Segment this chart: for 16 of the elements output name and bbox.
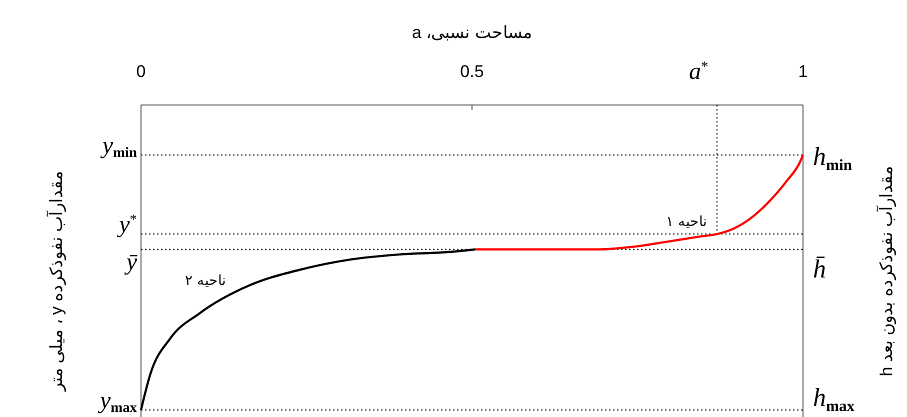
ref-line-label: y$^{*}$ [117,212,137,238]
y2-axis-title: مقدارآب نفوذکرده بدون بعد h [875,166,897,376]
x-tick-label: 0 [136,62,146,81]
x-tick-label: 1 [798,62,808,81]
x-axis-title: مساحت نسبی، a [412,23,532,42]
text: h$_{max}$ [813,383,855,415]
series-label: ناحیه ۱ [666,213,707,230]
x-tick-label: 0.5 [460,62,484,81]
ref-line-label: ȳ [124,249,138,276]
y-axis-title: مقدارآب نفوذکرده y ، میلی متر [45,170,67,392]
ref-line-label: y$_{max}$ [98,388,138,416]
ref-line-label: y$_{min}$ [100,133,137,162]
ref-line-label: a$^{*}$ [688,58,708,85]
text: h̄ [813,254,826,284]
text: h$_{min}$ [813,142,852,174]
series-label: ناحیه ۲ [185,272,226,288]
